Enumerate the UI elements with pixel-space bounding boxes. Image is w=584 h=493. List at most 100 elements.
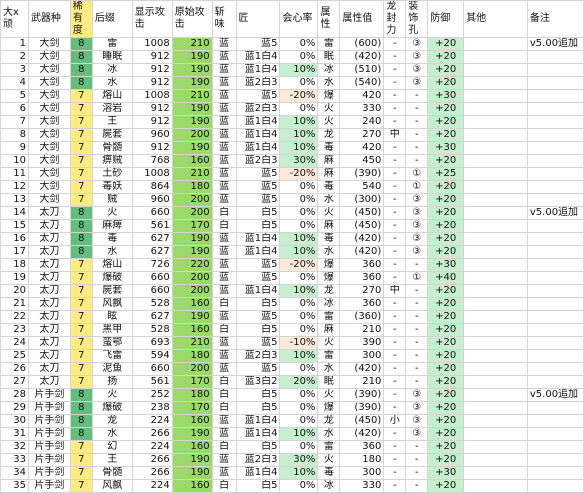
cell-element-value[interactable]: 300 xyxy=(339,466,385,480)
cell-element[interactable]: 毒 xyxy=(317,141,341,155)
cell-weapon-type[interactable]: 大剑 xyxy=(27,102,71,116)
cell-other[interactable] xyxy=(463,245,528,259)
cell-affinity[interactable]: -20% xyxy=(279,89,319,103)
cell-weapon-type[interactable]: 大剑 xyxy=(27,180,71,194)
cell-row-index[interactable]: 16 xyxy=(0,232,29,246)
cell-element[interactable]: 雷 xyxy=(317,37,341,51)
cell-sharpness[interactable]: 蓝 xyxy=(211,453,237,467)
cell-suffix[interactable]: 爆破 xyxy=(91,401,133,415)
cell-raw-attack[interactable]: 210 xyxy=(171,336,213,350)
cell-display-attack[interactable]: 660 xyxy=(131,284,173,298)
cell-rarity[interactable]: 7 xyxy=(69,349,93,363)
cell-row-index[interactable]: 12 xyxy=(0,180,29,194)
cell-row-index[interactable]: 4 xyxy=(0,76,29,90)
cell-rarity[interactable]: 7 xyxy=(69,89,93,103)
cell-elderseal[interactable]: 中 xyxy=(383,284,407,298)
cell-row-index[interactable]: 8 xyxy=(0,128,29,142)
cell-row-index[interactable]: 3 xyxy=(0,63,29,77)
header-element[interactable]: 属性 xyxy=(317,0,341,38)
cell-slots[interactable]: ③ xyxy=(405,206,429,220)
cell-other[interactable] xyxy=(463,323,528,337)
cell-element[interactable]: 爆 xyxy=(317,271,341,285)
cell-element[interactable]: 麻 xyxy=(317,154,341,168)
cell-element[interactable]: 火 xyxy=(317,453,341,467)
cell-affinity[interactable]: 0% xyxy=(279,206,319,220)
cell-element[interactable]: 水 xyxy=(317,427,341,441)
cell-handicraft[interactable]: 蓝1白4 xyxy=(235,128,281,142)
cell-row-index[interactable]: 11 xyxy=(0,167,29,181)
cell-raw-attack[interactable]: 200 xyxy=(171,284,213,298)
cell-element[interactable]: 雷 xyxy=(317,310,341,324)
cell-raw-attack[interactable]: 190 xyxy=(171,76,213,90)
cell-display-attack[interactable]: 912 xyxy=(131,63,173,77)
cell-element-value[interactable]: 360 xyxy=(339,297,385,311)
cell-affinity[interactable]: 30% xyxy=(279,453,319,467)
cell-sharpness[interactable]: 蓝 xyxy=(211,245,237,259)
cell-elderseal[interactable]: - xyxy=(383,37,407,51)
cell-raw-attack[interactable]: 190 xyxy=(171,453,213,467)
cell-rarity[interactable]: 7 xyxy=(69,271,93,285)
cell-notes[interactable] xyxy=(526,180,584,194)
cell-affinity[interactable]: 10% xyxy=(279,466,319,480)
cell-raw-attack[interactable]: 180 xyxy=(171,180,213,194)
cell-display-attack[interactable]: 528 xyxy=(131,323,173,337)
cell-raw-attack[interactable]: 210 xyxy=(171,89,213,103)
cell-suffix[interactable]: 飞雷 xyxy=(91,349,133,363)
cell-raw-attack[interactable]: 190 xyxy=(171,63,213,77)
cell-sharpness[interactable]: 蓝 xyxy=(211,50,237,64)
cell-slots[interactable]: - xyxy=(405,89,429,103)
cell-notes[interactable] xyxy=(526,154,584,168)
cell-element-value[interactable]: 360 xyxy=(339,271,385,285)
cell-display-attack[interactable]: 960 xyxy=(131,193,173,207)
cell-other[interactable] xyxy=(463,206,528,220)
cell-suffix[interactable]: 熔山 xyxy=(91,89,133,103)
cell-elderseal[interactable]: - xyxy=(383,141,407,155)
cell-notes[interactable] xyxy=(526,453,584,467)
header-row-index[interactable]: 大x顽 xyxy=(0,0,29,38)
cell-other[interactable] xyxy=(463,401,528,415)
cell-rarity[interactable]: 7 xyxy=(69,466,93,480)
cell-suffix[interactable]: 火 xyxy=(91,206,133,220)
cell-handicraft[interactable]: 蓝1白4 xyxy=(235,414,281,428)
cell-elderseal[interactable]: - xyxy=(383,167,407,181)
cell-weapon-type[interactable]: 片手剑 xyxy=(27,479,71,493)
cell-weapon-type[interactable]: 太刀 xyxy=(27,232,71,246)
cell-handicraft[interactable]: 蓝1白4 xyxy=(235,466,281,480)
cell-slots[interactable]: - xyxy=(405,349,429,363)
cell-rarity[interactable]: 8 xyxy=(69,388,93,402)
cell-affinity[interactable]: 10% xyxy=(279,245,319,259)
cell-affinity[interactable]: 10% xyxy=(279,284,319,298)
cell-weapon-type[interactable]: 大剑 xyxy=(27,154,71,168)
cell-slots[interactable]: ① xyxy=(405,167,429,181)
cell-affinity[interactable]: 0% xyxy=(279,76,319,90)
cell-other[interactable] xyxy=(463,271,528,285)
cell-raw-attack[interactable]: 190 xyxy=(171,115,213,129)
cell-raw-attack[interactable]: 210 xyxy=(171,37,213,51)
cell-row-index[interactable]: 20 xyxy=(0,284,29,298)
cell-handicraft[interactable]: 蓝1白4 xyxy=(235,232,281,246)
cell-element[interactable]: 龙 xyxy=(317,128,341,142)
cell-defense[interactable]: +20 xyxy=(427,375,465,389)
cell-element-value[interactable]: 420 xyxy=(339,141,385,155)
cell-raw-attack[interactable]: 180 xyxy=(171,349,213,363)
cell-sharpness[interactable]: 蓝 xyxy=(211,414,237,428)
cell-element[interactable]: 水 xyxy=(317,76,341,90)
cell-notes[interactable] xyxy=(526,297,584,311)
cell-raw-attack[interactable]: 190 xyxy=(171,245,213,259)
cell-element-value[interactable]: (360) xyxy=(339,310,385,324)
cell-weapon-type[interactable]: 太刀 xyxy=(27,297,71,311)
cell-elderseal[interactable]: - xyxy=(383,89,407,103)
cell-handicraft[interactable]: 蓝1白4 xyxy=(235,284,281,298)
cell-sharpness[interactable]: 白 xyxy=(211,479,237,493)
cell-element-value[interactable]: (540) xyxy=(339,76,385,90)
cell-raw-attack[interactable]: 200 xyxy=(171,362,213,376)
cell-display-attack[interactable]: 224 xyxy=(131,479,173,493)
cell-elderseal[interactable]: - xyxy=(383,232,407,246)
cell-suffix[interactable]: 黑甲 xyxy=(91,323,133,337)
cell-handicraft[interactable]: 蓝2白3 xyxy=(235,102,281,116)
cell-defense[interactable]: +20 xyxy=(427,440,465,454)
cell-handicraft[interactable]: 蓝5 xyxy=(235,180,281,194)
cell-suffix[interactable]: 骨髄 xyxy=(91,466,133,480)
cell-elderseal[interactable]: - xyxy=(383,180,407,194)
cell-notes[interactable] xyxy=(526,102,584,116)
